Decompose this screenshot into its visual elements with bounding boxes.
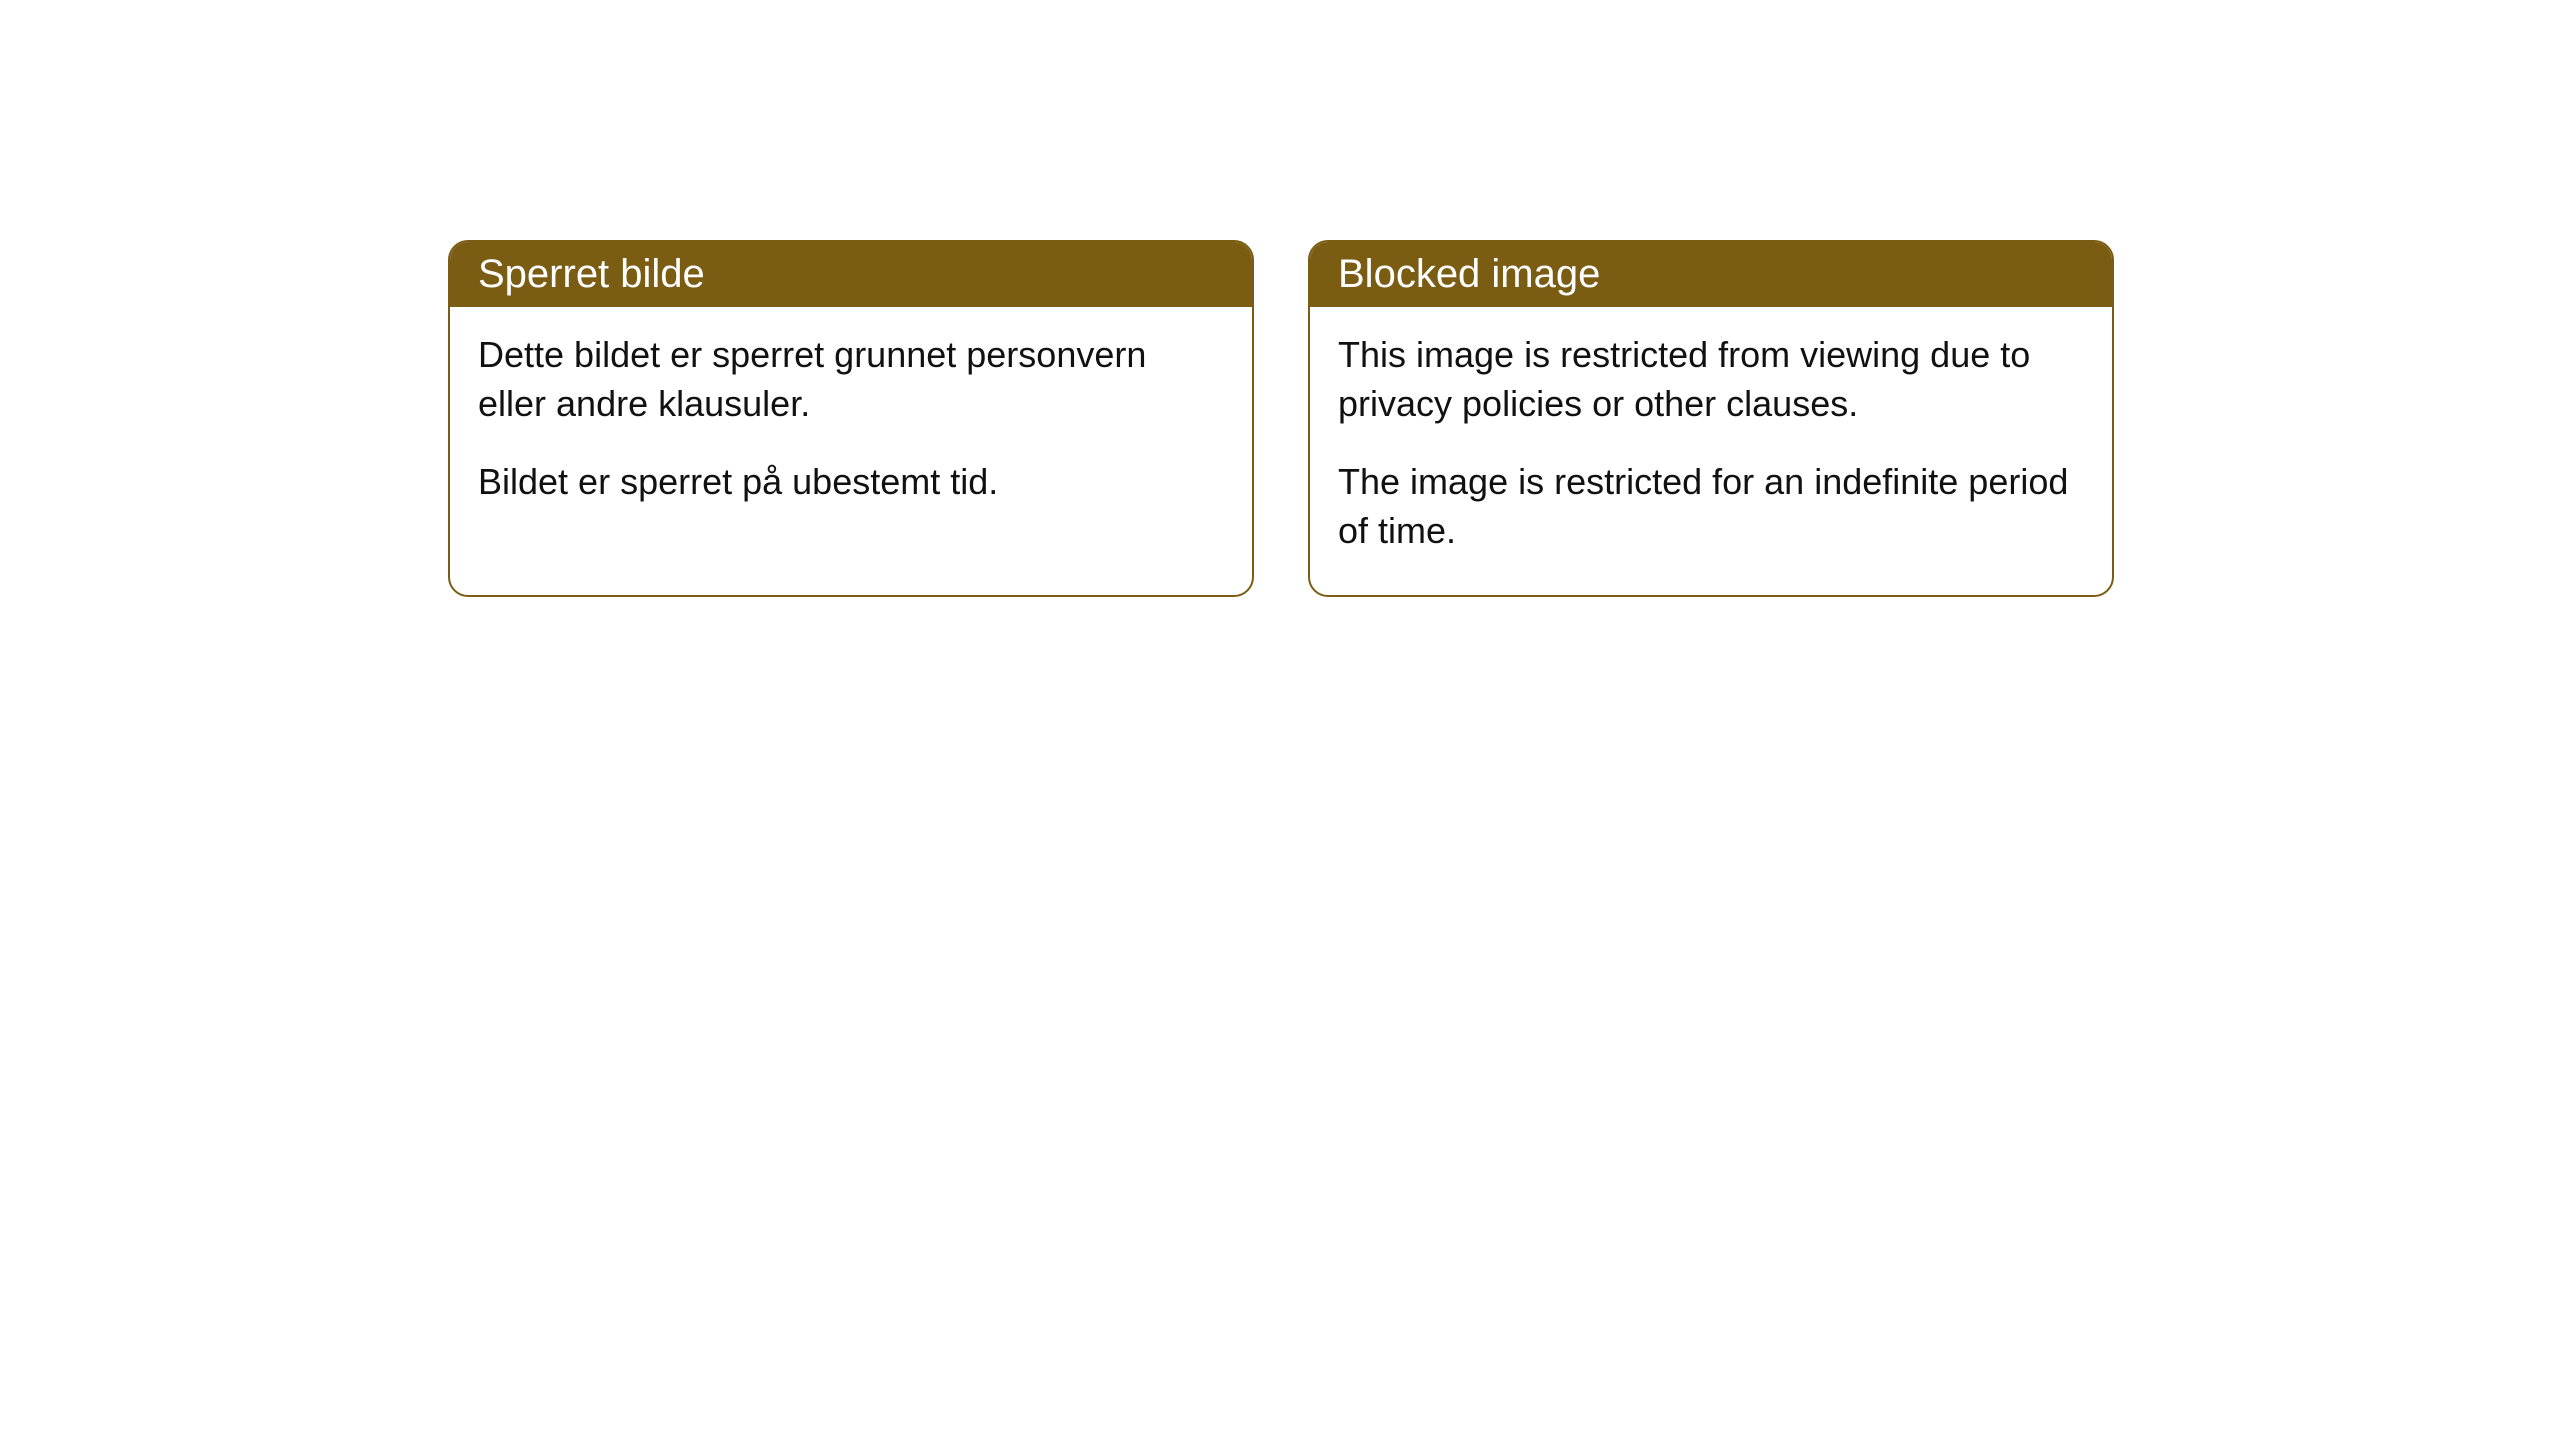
card-body-english: This image is restricted from viewing du… bbox=[1310, 307, 2112, 595]
card-paragraph-2: Bildet er sperret på ubestemt tid. bbox=[478, 458, 1224, 507]
card-title: Blocked image bbox=[1338, 252, 1600, 296]
card-paragraph-1: Dette bildet er sperret grunnet personve… bbox=[478, 331, 1224, 428]
card-header-norwegian: Sperret bilde bbox=[450, 242, 1252, 307]
notice-cards-container: Sperret bilde Dette bildet er sperret gr… bbox=[448, 240, 2114, 597]
card-header-english: Blocked image bbox=[1310, 242, 2112, 307]
card-paragraph-2: The image is restricted for an indefinit… bbox=[1338, 458, 2084, 555]
blocked-image-card-english: Blocked image This image is restricted f… bbox=[1308, 240, 2114, 597]
card-title: Sperret bilde bbox=[478, 252, 705, 296]
card-paragraph-1: This image is restricted from viewing du… bbox=[1338, 331, 2084, 428]
blocked-image-card-norwegian: Sperret bilde Dette bildet er sperret gr… bbox=[448, 240, 1254, 597]
card-body-norwegian: Dette bildet er sperret grunnet personve… bbox=[450, 307, 1252, 547]
